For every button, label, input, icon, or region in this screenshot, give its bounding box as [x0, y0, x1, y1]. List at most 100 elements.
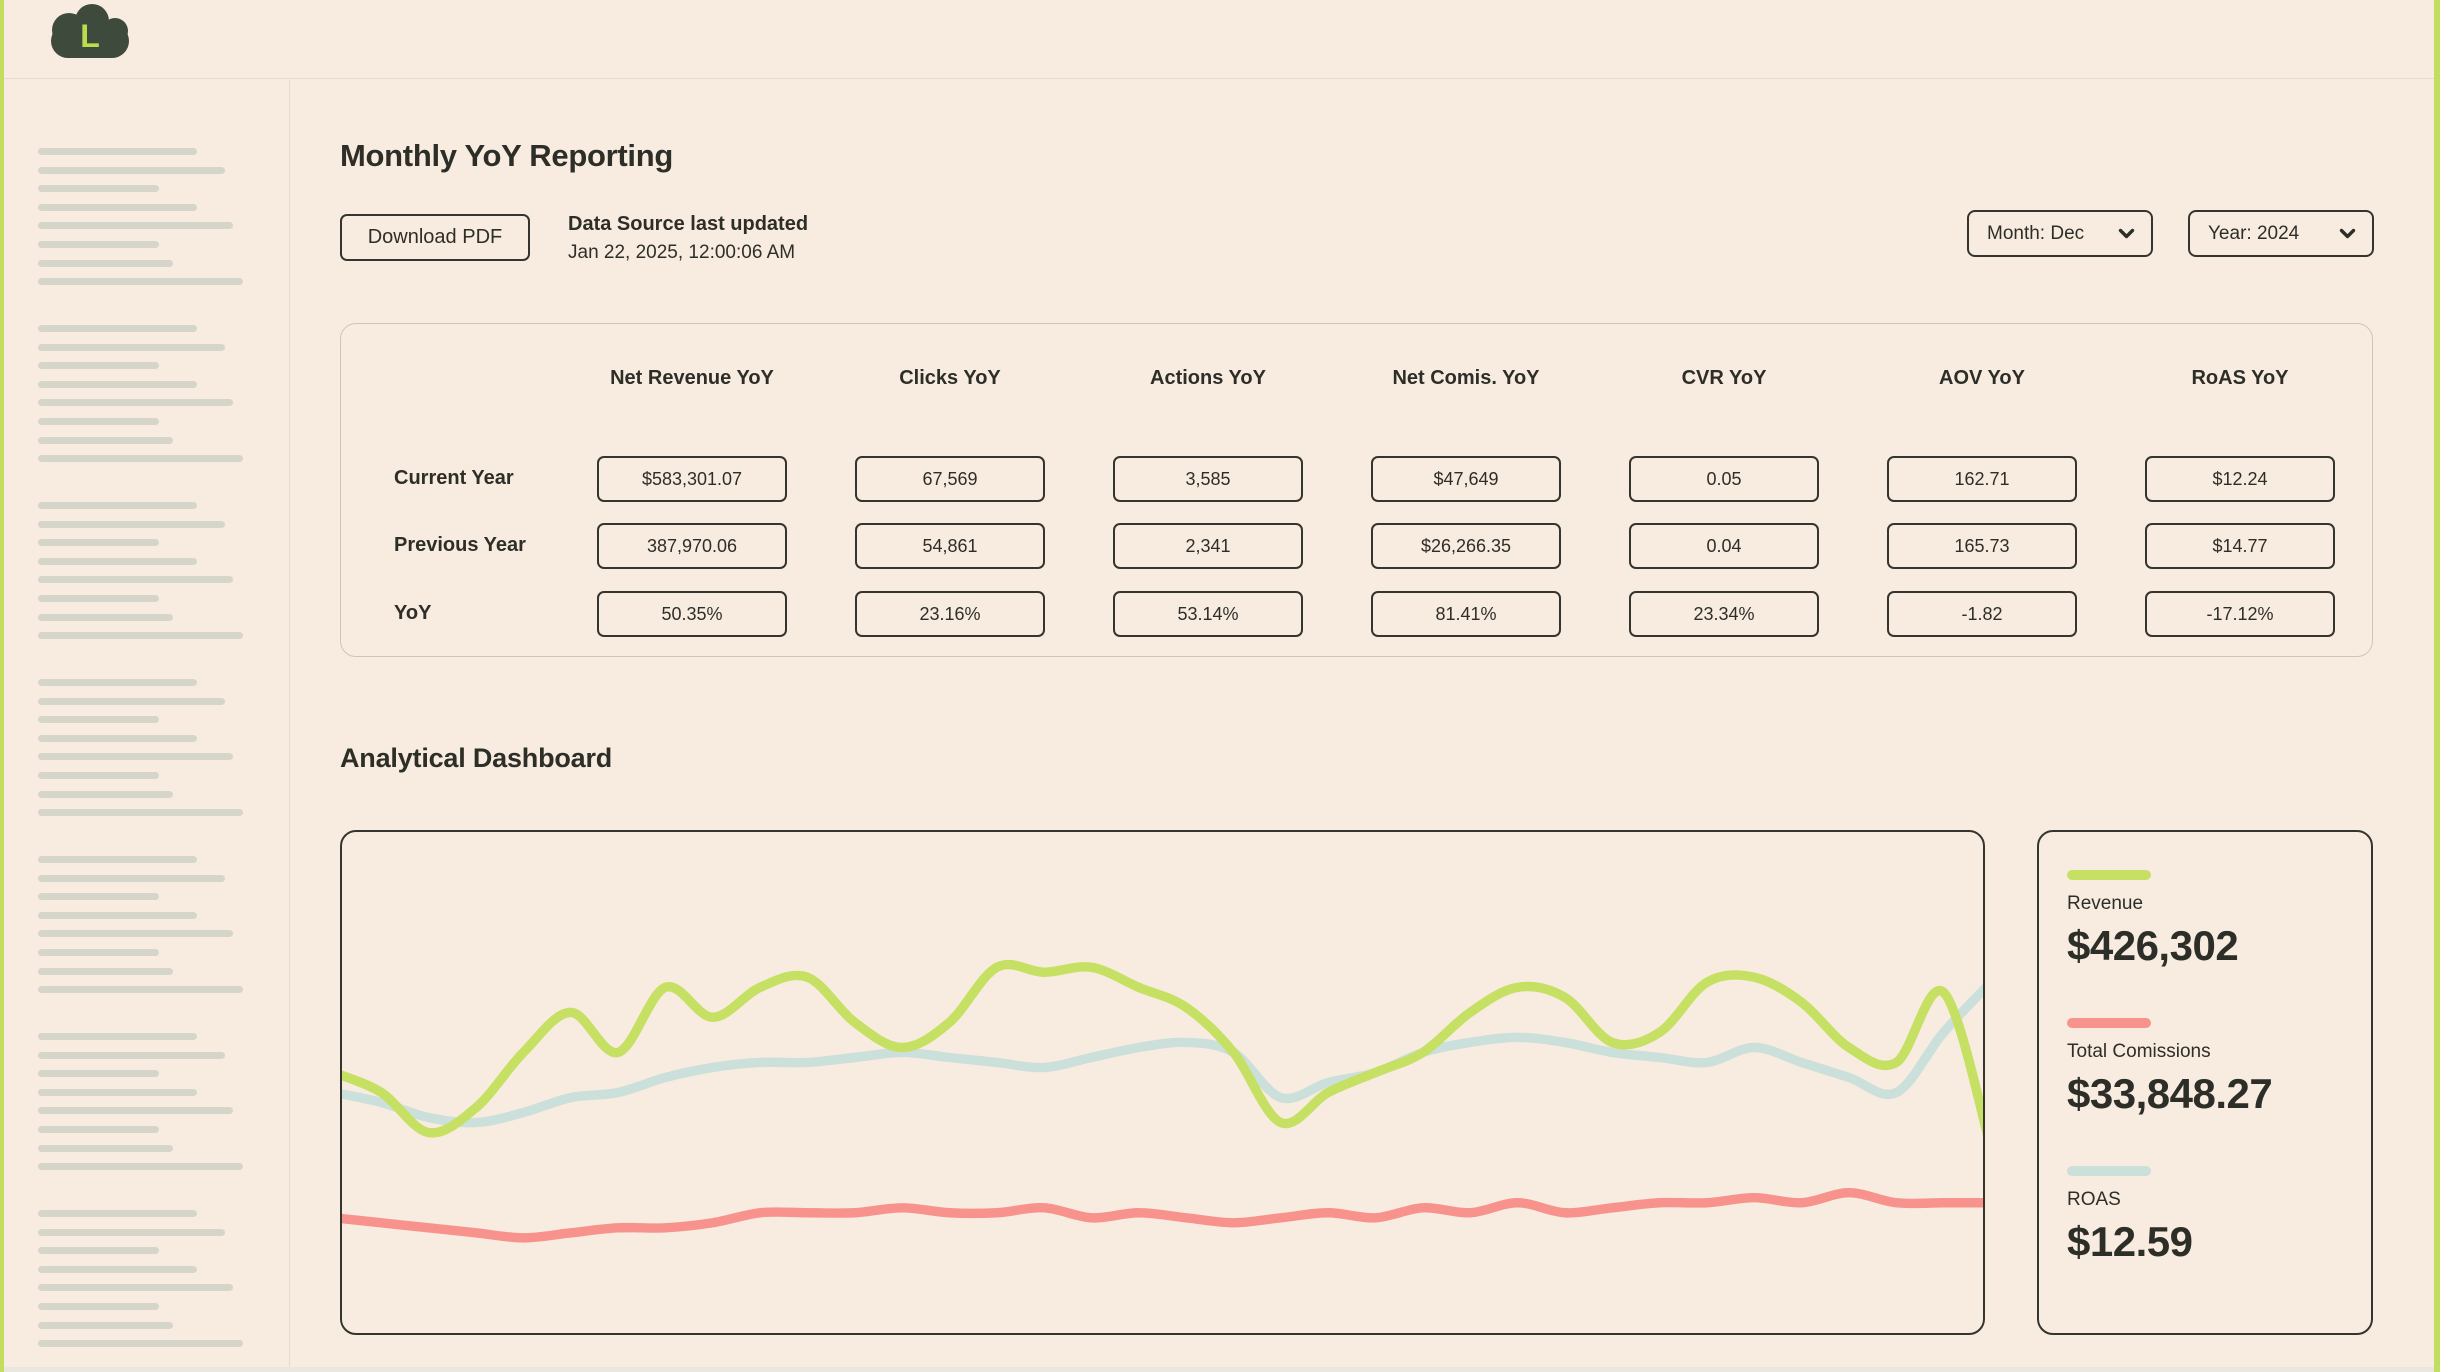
skeleton-text-line [38, 1302, 159, 1310]
table-column-header: Actions YoY [1150, 367, 1266, 389]
year-dropdown-value: Year: 2024 [2208, 222, 2300, 244]
chart-series-revenue [342, 959, 1983, 1138]
skeleton-text-line [38, 1210, 197, 1217]
skeleton-text-line [38, 539, 159, 547]
skeleton-text-line [38, 520, 225, 528]
skeleton-text-line [38, 986, 243, 994]
table-value-box: $47,649 [1371, 456, 1561, 502]
skeleton-text-line [38, 1107, 233, 1115]
skeleton-text-line [38, 1051, 225, 1059]
skeleton-text-line [38, 753, 233, 761]
legend-color-swatch [2067, 1166, 2151, 1176]
legend-color-swatch [2067, 1018, 2151, 1028]
skeleton-text-line [38, 1247, 159, 1255]
table-value-box: 0.04 [1629, 523, 1819, 569]
skeleton-text-line [38, 203, 197, 211]
skeleton-text-group [38, 1033, 243, 1182]
year-dropdown[interactable]: Year: 2024 [2188, 210, 2374, 257]
table-value-box: $26,266.35 [1371, 523, 1561, 569]
skeleton-text-line [38, 1144, 173, 1152]
skeleton-text-line [38, 734, 197, 742]
skeleton-text-line [38, 632, 243, 640]
line-chart [340, 830, 1985, 1335]
skeleton-text-line [38, 343, 225, 351]
table-value-box: 67,569 [855, 456, 1045, 502]
chart-legend-panel: Revenue $426,302 Total Comissions $33,848.2… [2037, 830, 2373, 1335]
yoy-summary-table: Net Revenue YoY Clicks YoY Actions YoY Net … [340, 323, 2373, 657]
table-row-label: Previous Year [394, 534, 526, 556]
skeleton-text-line [38, 362, 159, 370]
legend-value: $12.59 [2067, 1218, 2193, 1265]
table-value-box: 23.34% [1629, 591, 1819, 637]
table-value-box: 54,861 [855, 523, 1045, 569]
data-source-updated: Data Source last updated Jan 22, 2025, 1… [568, 213, 808, 264]
skeleton-text-line [38, 222, 233, 230]
table-value-box: 162.71 [1887, 456, 2077, 502]
chevron-down-icon [2339, 228, 2356, 239]
skeleton-text-line [38, 380, 197, 388]
skeleton-text-line [38, 1088, 197, 1096]
data-source-updated-label: Data Source last updated [568, 213, 809, 235]
chart-series-roas [342, 983, 1983, 1128]
line-chart-canvas [342, 959, 1983, 1243]
skeleton-text-line [38, 185, 159, 193]
table-column-header: Net Revenue YoY [610, 367, 774, 389]
skeleton-text-line [38, 1340, 243, 1348]
skeleton-text-line [38, 166, 225, 174]
skeleton-text-line [38, 967, 173, 975]
legend-item: Total Comissions $33,848.27 [2067, 1018, 2351, 1118]
table-value-box: 2,341 [1113, 523, 1303, 569]
data-source-updated-value: Jan 22, 2025, 12:00:06 AM [568, 242, 796, 263]
skeleton-text-line [38, 594, 159, 602]
skeleton-text-line [38, 1284, 233, 1292]
skeleton-text-line [38, 148, 197, 155]
table-value-box: 3,585 [1113, 456, 1303, 502]
skeleton-text-line [38, 278, 243, 286]
legend-label: Revenue [2067, 893, 2144, 914]
skeleton-text-line [38, 790, 173, 798]
legend-item: ROAS $12.59 [2067, 1166, 2351, 1266]
skeleton-text-line [38, 1163, 243, 1171]
skeleton-text-line [38, 576, 233, 584]
skeleton-text-line [38, 259, 173, 267]
legend-color-swatch [2067, 870, 2151, 880]
skeleton-text-line [38, 455, 243, 463]
skeleton-text-group [38, 856, 243, 1005]
skeleton-text-group [38, 325, 243, 474]
skeleton-text-line [38, 240, 159, 248]
table-column-header: CVR YoY [1681, 367, 1767, 389]
month-dropdown[interactable]: Month: Dec [1967, 210, 2153, 257]
logo-letter: L [80, 18, 100, 54]
skeleton-text-line [38, 502, 197, 509]
top-bar: L [0, 0, 2440, 79]
skeleton-text-line [38, 1265, 197, 1273]
table-value-box: $583,301.07 [597, 456, 787, 502]
cloud-logo[interactable]: L [37, 2, 143, 60]
skeleton-text-line [38, 613, 173, 621]
skeleton-text-line [38, 716, 159, 724]
right-accent-stripe [2434, 0, 2440, 1372]
download-pdf-button[interactable]: Download PDF [340, 214, 530, 261]
legend-label: ROAS [2067, 1189, 2121, 1210]
table-value-box: 50.35% [597, 591, 787, 637]
legend-value: $426,302 [2067, 922, 2239, 969]
table-row-label: YoY [394, 602, 432, 624]
month-dropdown-value: Month: Dec [1987, 222, 2085, 244]
skeleton-text-line [38, 1321, 173, 1329]
table-value-box: 387,970.06 [597, 523, 787, 569]
table-value-box: $14.77 [2145, 523, 2335, 569]
cloud-logo-icon: L [51, 4, 129, 58]
skeleton-text-line [38, 1125, 159, 1133]
skeleton-text-line [38, 399, 233, 407]
skeleton-text-group [38, 679, 243, 828]
skeleton-text-line [38, 1228, 225, 1236]
skeleton-text-line [38, 679, 197, 686]
legend-item: Revenue $426,302 [2067, 870, 2351, 970]
chevron-down-icon [2118, 228, 2135, 239]
left-accent-stripe [0, 0, 4, 1372]
skeleton-text-group [38, 1210, 243, 1359]
table-value-box: 53.14% [1113, 591, 1303, 637]
table-value-box: 165.73 [1887, 523, 2077, 569]
skeleton-text-line [38, 948, 159, 956]
horizontal-scrollbar-track[interactable] [4, 1367, 2434, 1372]
